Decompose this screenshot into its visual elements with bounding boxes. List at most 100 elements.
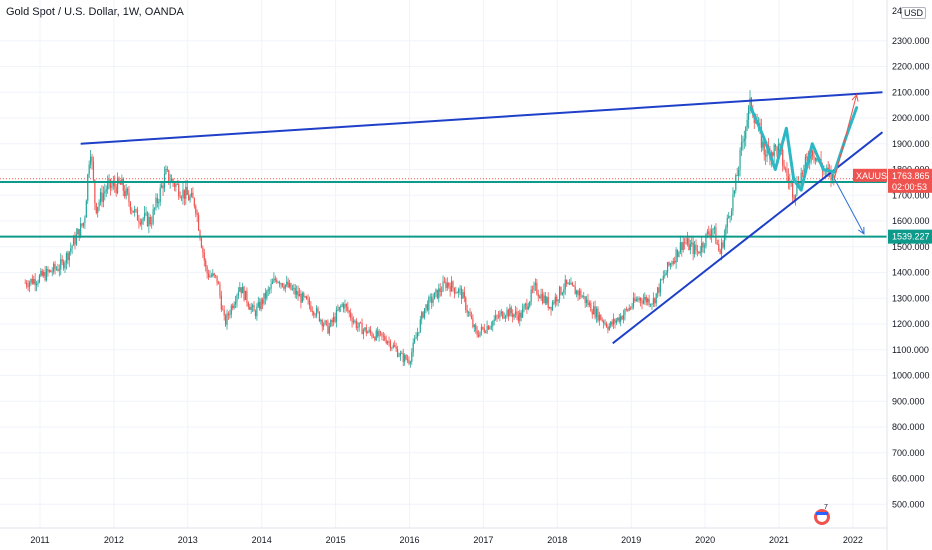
candle-body: [442, 281, 444, 292]
candle-body: [804, 156, 807, 166]
candle-body: [470, 315, 473, 319]
candle-body: [745, 127, 747, 139]
candle-body: [320, 320, 322, 322]
candle-body: [288, 283, 291, 288]
candle-body: [774, 144, 777, 147]
candle-body: [81, 223, 83, 226]
candle-body: [495, 315, 497, 320]
candle-body: [148, 216, 150, 226]
candle-body: [436, 289, 438, 299]
candle-body: [750, 97, 753, 109]
candle-body: [695, 244, 697, 251]
candle-body: [672, 261, 674, 264]
candle-body: [384, 336, 386, 341]
candle-body: [446, 282, 448, 288]
x-tick-label: 2016: [399, 535, 419, 545]
candle-body: [195, 206, 197, 214]
candle-body: [24, 282, 26, 284]
y-tick-label: 2200.000: [892, 62, 930, 72]
candle-body: [207, 273, 210, 278]
candle-body: [628, 307, 630, 311]
candle-body: [618, 317, 620, 322]
candle-body: [345, 304, 348, 307]
candle-body: [512, 313, 514, 318]
candle-body: [253, 305, 255, 312]
tradingview-logo[interactable]: 7: [814, 504, 830, 525]
candle-body: [70, 248, 72, 252]
candle-body: [263, 293, 265, 304]
x-tick-label: 2017: [473, 535, 493, 545]
candle-body: [60, 259, 62, 270]
y-tick-label: 1700.000: [892, 190, 930, 200]
candle-body: [551, 302, 554, 310]
candle-body: [718, 244, 720, 251]
candle-body: [375, 330, 377, 341]
candle-body: [816, 158, 818, 161]
candle-body: [354, 320, 356, 322]
candle-body: [281, 283, 284, 287]
candle-body: [584, 296, 586, 303]
candle-body: [78, 229, 80, 238]
candle-body: [477, 334, 480, 337]
candle-body: [550, 306, 552, 310]
candle-body: [500, 311, 502, 314]
candle-body: [794, 194, 797, 200]
candle-body: [563, 289, 565, 293]
candle-body: [185, 186, 187, 199]
candle-body: [730, 210, 733, 217]
currency-badge[interactable]: USD: [901, 7, 927, 19]
candle-body: [328, 326, 330, 334]
candle-body: [182, 189, 184, 198]
candle-body: [419, 319, 421, 333]
candle-body: [533, 284, 535, 290]
candle-body: [45, 268, 48, 281]
x-tick-label: 2014: [252, 535, 272, 545]
candle-body: [165, 168, 167, 175]
candle-body: [283, 286, 285, 289]
candle-body: [709, 234, 711, 236]
candle-body: [234, 301, 237, 305]
candle-body: [580, 290, 582, 298]
candle-body: [244, 290, 247, 300]
y-tick-label: 1500.000: [892, 242, 930, 252]
candle-body: [483, 328, 485, 332]
candle-body: [180, 197, 183, 199]
candle-body: [698, 251, 700, 254]
candle-body: [202, 247, 204, 253]
candle-body: [531, 289, 534, 291]
candle-body: [360, 322, 362, 324]
y-tick-label: 1200.000: [892, 319, 930, 329]
candle-body: [348, 310, 350, 313]
candle-body: [159, 187, 161, 202]
candle-body: [614, 319, 616, 323]
candle-body: [335, 309, 338, 322]
candle-body: [340, 306, 342, 308]
candle-body: [726, 218, 728, 228]
y-tick-label: 1100.000: [892, 345, 929, 355]
candle-body: [75, 234, 77, 245]
candle-body: [560, 286, 562, 295]
candle-body: [685, 242, 687, 244]
candle-body: [553, 302, 555, 304]
time-axis: 2011 2012 2013 2014 2015 2016 2017 2018 2019 2020…: [30, 535, 863, 545]
candle-body: [357, 326, 359, 328]
candle-body: [173, 182, 176, 187]
candle-body: [95, 203, 97, 213]
candle-body: [368, 329, 370, 332]
current-price-text: 1763.865: [892, 171, 930, 181]
candle-body: [28, 282, 31, 288]
candle-body: [526, 303, 528, 310]
candle-body: [300, 293, 302, 303]
candle-body: [755, 122, 757, 124]
candle-body: [35, 283, 38, 286]
candle-body: [48, 270, 50, 272]
candle-body: [617, 317, 619, 321]
candle-body: [610, 321, 612, 327]
y-tick-label: 1000.000: [892, 371, 930, 381]
candle-body: [524, 303, 527, 306]
candle-body: [504, 315, 507, 318]
candle-body: [716, 244, 718, 245]
candle-body: [388, 341, 390, 343]
candle-body: [232, 305, 234, 309]
